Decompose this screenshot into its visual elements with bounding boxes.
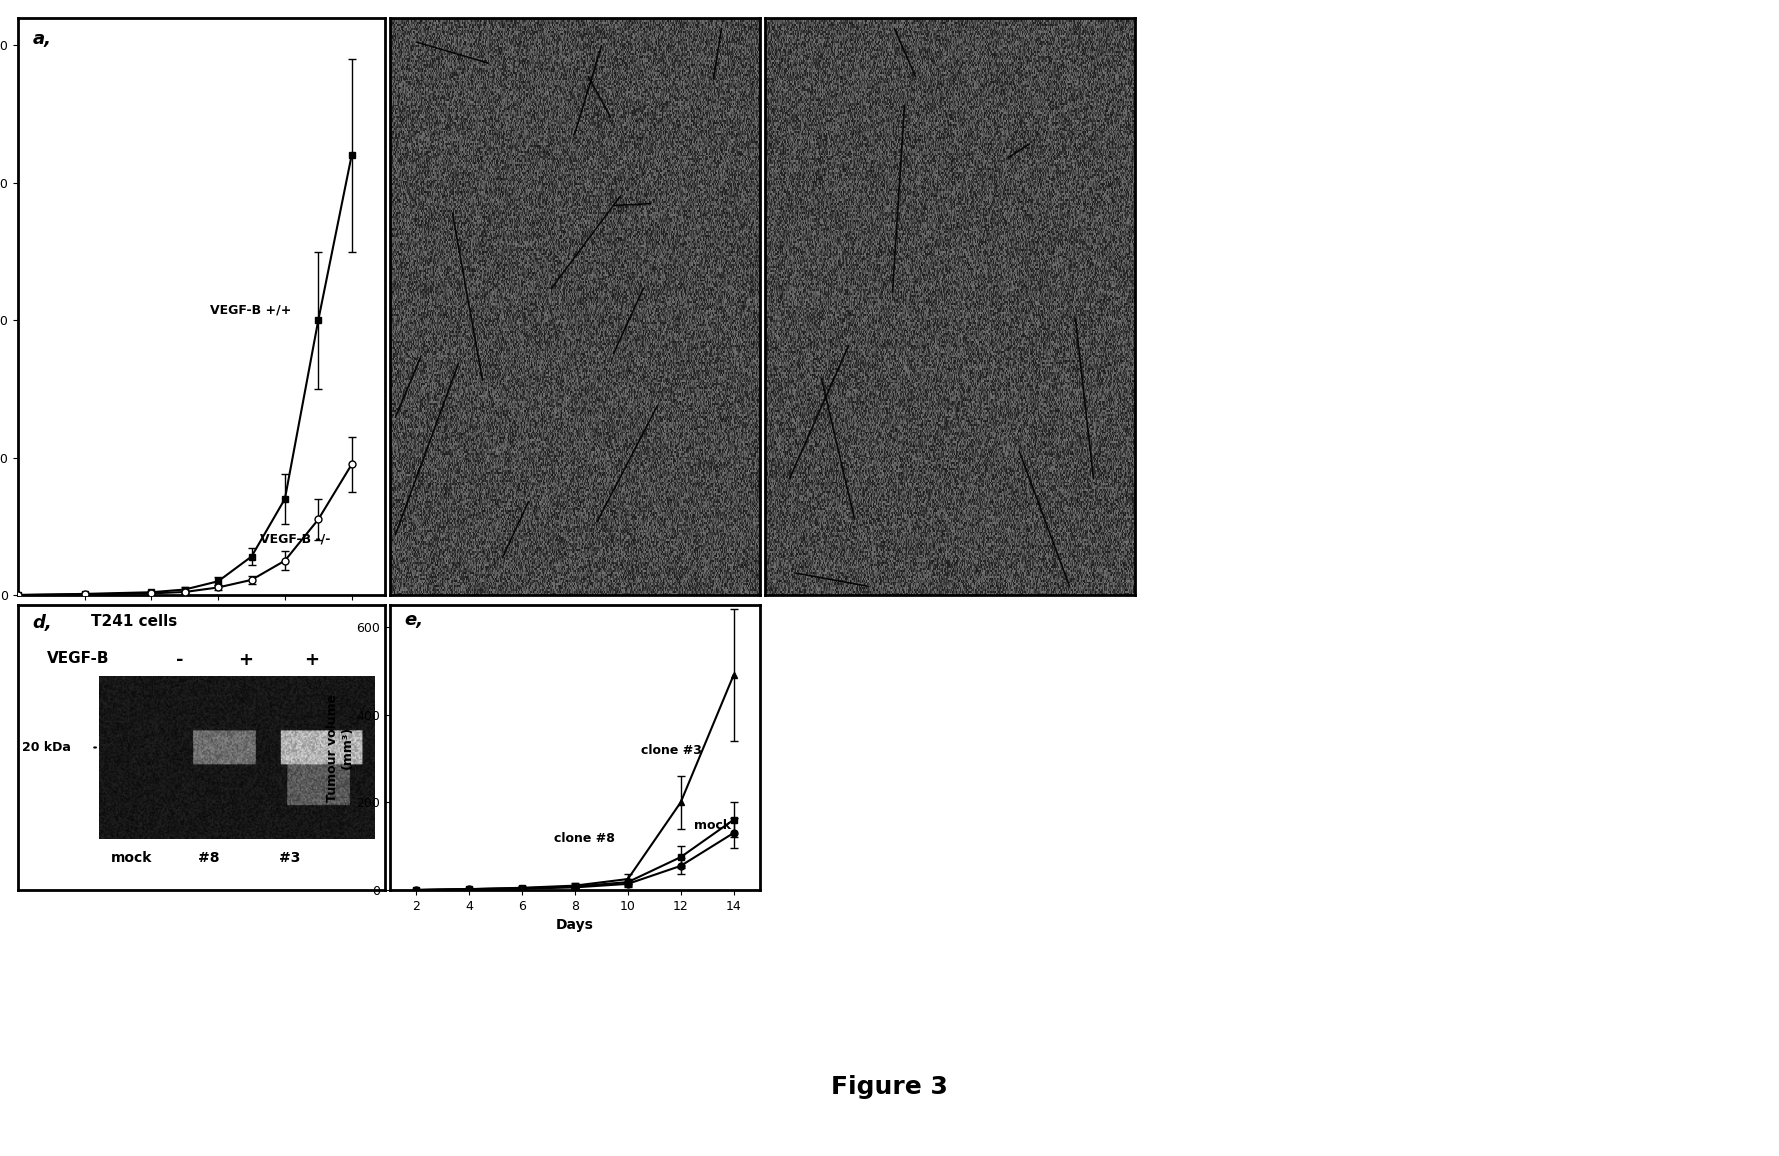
Text: e,: e, bbox=[406, 610, 423, 629]
Text: VEGF-B: VEGF-B bbox=[48, 651, 110, 666]
Text: #8: #8 bbox=[197, 851, 219, 865]
X-axis label: Days: Days bbox=[557, 918, 594, 932]
Text: clone #3: clone #3 bbox=[640, 744, 703, 757]
Text: clone #8: clone #8 bbox=[553, 832, 616, 845]
Text: VEGF-B -/-: VEGF-B -/- bbox=[260, 533, 331, 546]
Text: T241 cells: T241 cells bbox=[91, 614, 178, 629]
Text: 20 kDa: 20 kDa bbox=[21, 741, 71, 754]
X-axis label: Days: Days bbox=[183, 623, 221, 637]
Text: mock: mock bbox=[694, 818, 731, 831]
Text: VEGF-B +/+: VEGF-B +/+ bbox=[210, 303, 292, 317]
Text: #3: #3 bbox=[279, 851, 301, 865]
Text: -: - bbox=[176, 651, 183, 668]
Text: a,: a, bbox=[32, 30, 52, 47]
Text: Figure 3: Figure 3 bbox=[831, 1075, 948, 1098]
Y-axis label: Tumour volume
(mm³): Tumour volume (mm³) bbox=[326, 694, 354, 801]
Text: +: + bbox=[304, 651, 318, 668]
Text: mock: mock bbox=[110, 851, 153, 865]
Text: d,: d, bbox=[32, 614, 52, 631]
Text: +: + bbox=[238, 651, 253, 668]
